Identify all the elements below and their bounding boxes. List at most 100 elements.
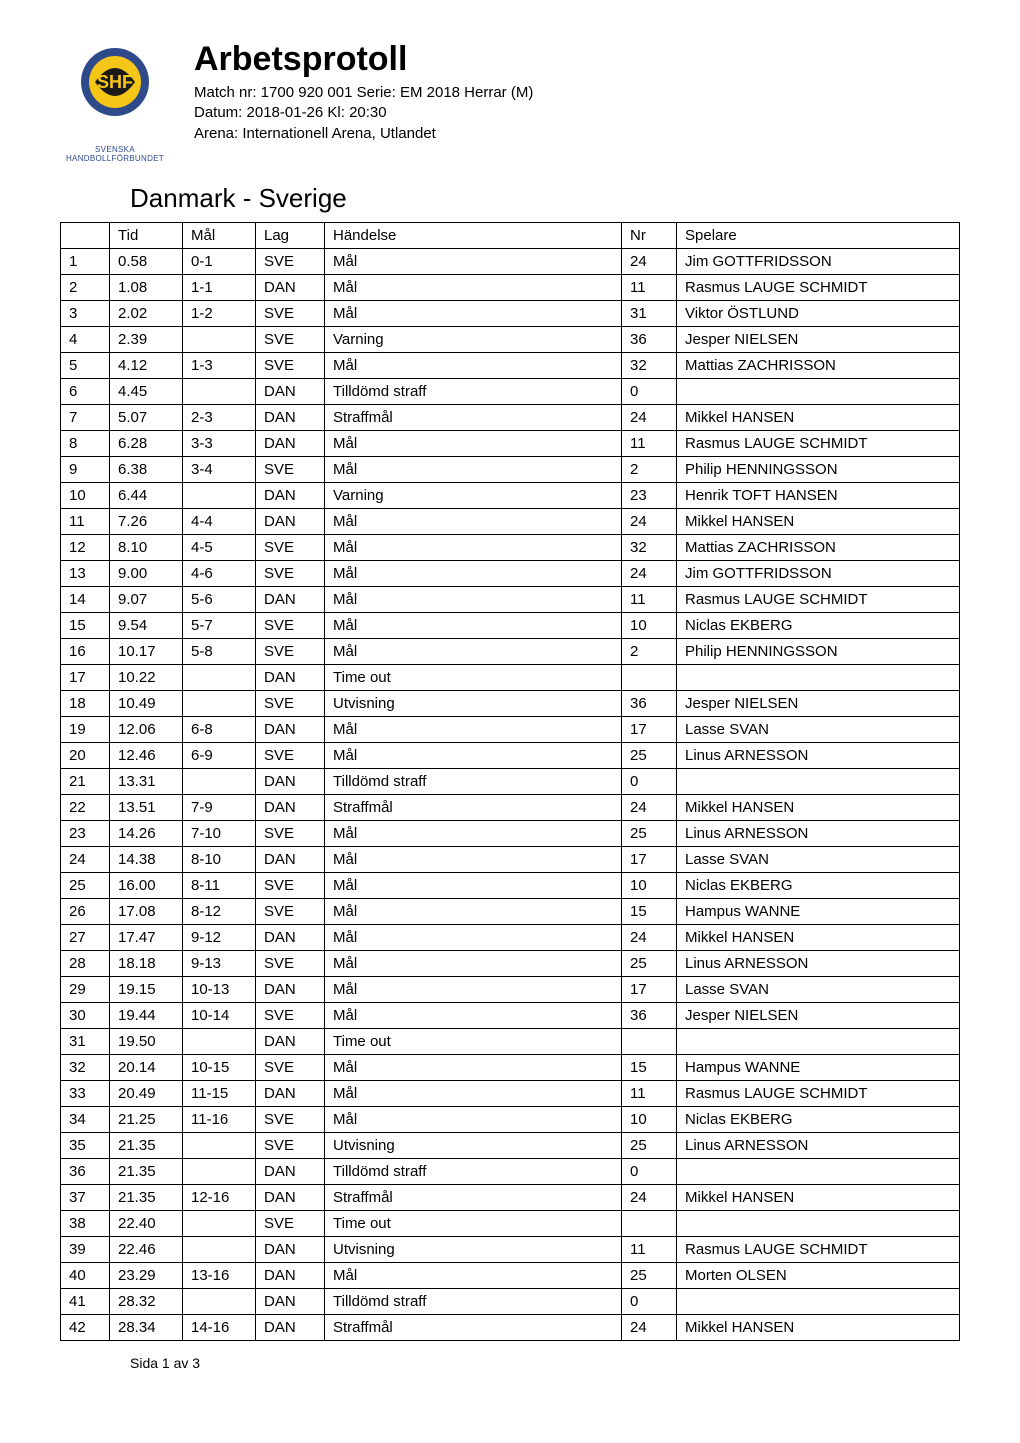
federation-logo-icon: SHF (65, 40, 165, 140)
col-header-spelare: Spelare (677, 223, 960, 249)
cell-index: 28 (61, 951, 110, 977)
cell-nr: 11 (622, 431, 677, 457)
cell-index: 21 (61, 769, 110, 795)
meta-datum-line: Datum: 2018-01-26 Kl: 20:30 (194, 103, 533, 123)
cell-tid: 9.54 (110, 613, 183, 639)
cell-spelare: Mikkel HANSEN (677, 509, 960, 535)
cell-spelare: Linus ARNESSON (677, 821, 960, 847)
cell-tid: 10.17 (110, 639, 183, 665)
cell-tid: 21.35 (110, 1185, 183, 1211)
cell-handelse: Mål (325, 535, 622, 561)
cell-handelse: Mål (325, 1081, 622, 1107)
cell-index: 7 (61, 405, 110, 431)
cell-handelse: Time out (325, 665, 622, 691)
cell-lag: DAN (256, 1263, 325, 1289)
cell-nr: 25 (622, 951, 677, 977)
cell-handelse: Tilldömd straff (325, 379, 622, 405)
cell-index: 13 (61, 561, 110, 587)
cell-spelare: Linus ARNESSON (677, 951, 960, 977)
cell-lag: DAN (256, 405, 325, 431)
cell-tid: 5.07 (110, 405, 183, 431)
table-row: 106.44DANVarning23Henrik TOFT HANSEN (61, 483, 960, 509)
cell-lag: DAN (256, 977, 325, 1003)
table-row: 3521.35SVEUtvisning25Linus ARNESSON (61, 1133, 960, 1159)
cell-handelse: Mål (325, 873, 622, 899)
cell-mal: 12-16 (183, 1185, 256, 1211)
cell-nr: 24 (622, 795, 677, 821)
cell-tid: 6.44 (110, 483, 183, 509)
table-row: 2414.388-10DANMål17Lasse SVAN (61, 847, 960, 873)
document-title: Arbetsprotoll (194, 40, 533, 79)
table-row: 42.39SVEVarning36Jesper NIELSEN (61, 327, 960, 353)
cell-tid: 18.18 (110, 951, 183, 977)
cell-nr: 24 (622, 561, 677, 587)
cell-lag: DAN (256, 769, 325, 795)
cell-mal: 0-1 (183, 249, 256, 275)
cell-nr: 24 (622, 509, 677, 535)
cell-mal (183, 691, 256, 717)
cell-mal: 9-13 (183, 951, 256, 977)
cell-spelare: Lasse SVAN (677, 847, 960, 873)
table-row: 3119.50DANTime out (61, 1029, 960, 1055)
cell-spelare: Mikkel HANSEN (677, 1185, 960, 1211)
cell-mal: 14-16 (183, 1315, 256, 1341)
cell-tid: 21.35 (110, 1159, 183, 1185)
cell-spelare (677, 1159, 960, 1185)
cell-tid: 21.25 (110, 1107, 183, 1133)
cell-index: 40 (61, 1263, 110, 1289)
cell-spelare: Rasmus LAUGE SCHMIDT (677, 1081, 960, 1107)
federation-label: SVENSKA HANDBOLLFÖRBUNDET (60, 145, 170, 163)
cell-tid: 4.12 (110, 353, 183, 379)
cell-index: 31 (61, 1029, 110, 1055)
cell-mal: 6-8 (183, 717, 256, 743)
cell-mal: 1-1 (183, 275, 256, 301)
cell-nr: 24 (622, 1185, 677, 1211)
cell-index: 39 (61, 1237, 110, 1263)
cell-tid: 6.28 (110, 431, 183, 457)
cell-mal: 1-3 (183, 353, 256, 379)
cell-lag: SVE (256, 639, 325, 665)
cell-index: 33 (61, 1081, 110, 1107)
cell-mal: 5-8 (183, 639, 256, 665)
table-row: 4023.2913-16DANMål25Morten OLSEN (61, 1263, 960, 1289)
cell-nr: 36 (622, 691, 677, 717)
table-row: 2717.479-12DANMål24Mikkel HANSEN (61, 925, 960, 951)
cell-index: 3 (61, 301, 110, 327)
cell-lag: DAN (256, 1029, 325, 1055)
cell-handelse: Straffmål (325, 1185, 622, 1211)
table-row: 128.104-5SVEMål32Mattias ZACHRISSON (61, 535, 960, 561)
cell-handelse: Straffmål (325, 1315, 622, 1341)
cell-spelare: Mattias ZACHRISSON (677, 353, 960, 379)
cell-nr: 36 (622, 327, 677, 353)
cell-spelare: Mikkel HANSEN (677, 795, 960, 821)
cell-lag: SVE (256, 353, 325, 379)
cell-spelare: Linus ARNESSON (677, 1133, 960, 1159)
cell-lag: DAN (256, 509, 325, 535)
cell-index: 10 (61, 483, 110, 509)
table-row: 3220.1410-15SVEMål15Hampus WANNE (61, 1055, 960, 1081)
cell-nr: 15 (622, 1055, 677, 1081)
cell-mal: 13-16 (183, 1263, 256, 1289)
cell-index: 35 (61, 1133, 110, 1159)
cell-lag: DAN (256, 1185, 325, 1211)
cell-handelse: Mål (325, 1055, 622, 1081)
cell-nr (622, 665, 677, 691)
cell-nr: 31 (622, 301, 677, 327)
cell-spelare: Philip HENNINGSSON (677, 457, 960, 483)
table-row: 32.021-2SVEMål31Viktor ÖSTLUND (61, 301, 960, 327)
cell-lag: DAN (256, 847, 325, 873)
cell-tid: 2.02 (110, 301, 183, 327)
table-row: 2617.088-12SVEMål15Hampus WANNE (61, 899, 960, 925)
title-block: Arbetsprotoll Match nr: 1700 920 001 Ser… (194, 40, 533, 144)
cell-handelse: Straffmål (325, 795, 622, 821)
cell-nr: 25 (622, 1133, 677, 1159)
cell-mal (183, 1133, 256, 1159)
cell-tid: 9.07 (110, 587, 183, 613)
cell-spelare: Niclas EKBERG (677, 1107, 960, 1133)
cell-handelse: Mål (325, 1003, 622, 1029)
cell-mal: 3-4 (183, 457, 256, 483)
cell-index: 42 (61, 1315, 110, 1341)
cell-handelse: Mål (325, 1263, 622, 1289)
cell-mal: 7-10 (183, 821, 256, 847)
cell-lag: SVE (256, 951, 325, 977)
